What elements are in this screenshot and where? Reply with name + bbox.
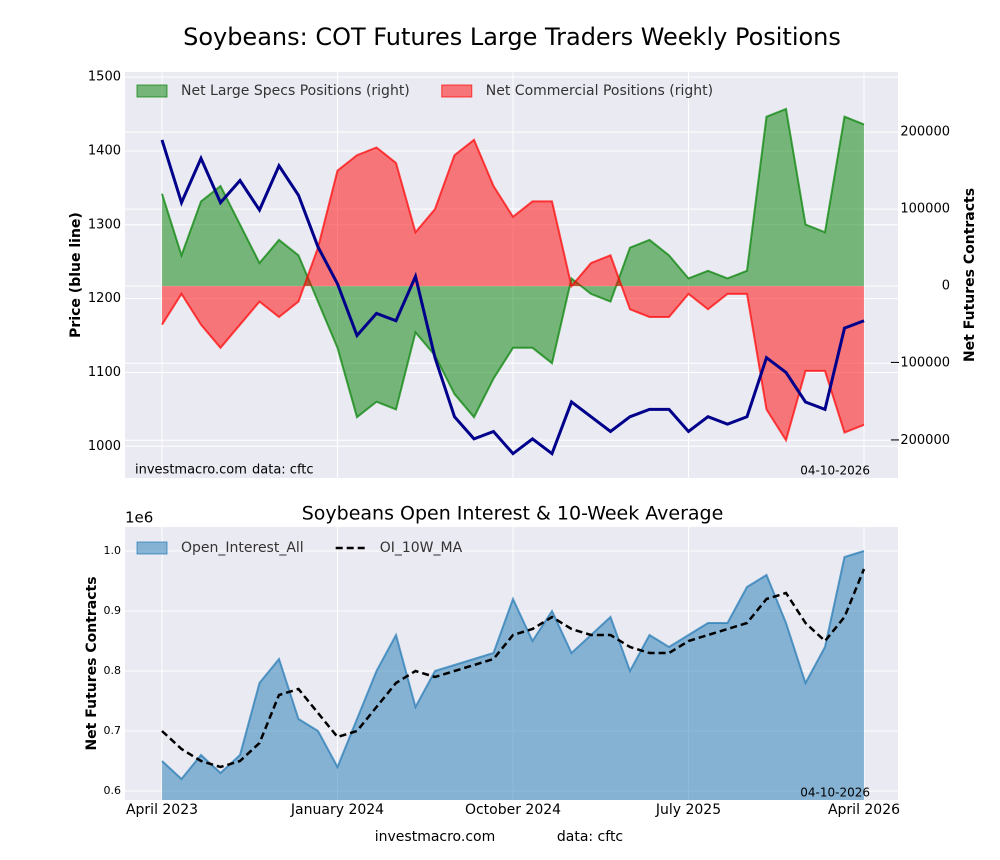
area-edge [161, 550, 865, 781]
y-tick-label: 1.0 [104, 544, 122, 557]
x-tick-label: January 2024 [290, 802, 384, 818]
footer-site: investmacro.com [375, 829, 495, 845]
y-tick-label: 0.9 [104, 604, 122, 617]
figure-title: Soybeans: COT Futures Large Traders Week… [183, 23, 841, 51]
line [160, 139, 865, 457]
y-tick-label: 1100 [88, 365, 121, 380]
y-tick-label: 1200 [88, 291, 121, 306]
y-tick-label: 0.8 [104, 664, 122, 677]
footer-source: data: cftc [557, 829, 623, 845]
legend-swatch [136, 84, 168, 98]
area-edge [161, 138, 865, 443]
y-axis-label: Net Futures Contracts [84, 576, 100, 750]
note-date: 04-10-2026 [800, 786, 870, 800]
legend-swatch [441, 84, 473, 98]
y2-tick-label: −100000 [889, 356, 950, 371]
y2-tick-label: 0 [942, 279, 950, 294]
note-site: investmacro.com [135, 463, 247, 478]
y-tick-label: 1400 [88, 143, 121, 158]
legend-label: Net Large Specs Positions (right) [181, 83, 410, 99]
y2-tick-label: 100000 [900, 202, 950, 217]
x-tick-label: April 2026 [828, 802, 900, 818]
legend-label: Net Commercial Positions (right) [486, 83, 713, 99]
chart-title: Soybeans Open Interest & 10-Week Average [302, 503, 724, 525]
note-source: data: cftc [252, 463, 314, 478]
x-tick-label: April 2023 [126, 802, 198, 818]
y-axis-label: Price (blue line) [68, 212, 84, 338]
y2-axis-label: Net Futures Contracts [962, 188, 978, 362]
legend-swatch [136, 541, 168, 555]
y-tick-label: 1300 [88, 217, 121, 232]
line [161, 568, 866, 769]
y2-tick-label: −200000 [889, 433, 950, 448]
area [162, 108, 864, 418]
y-tick-label: 1000 [88, 439, 121, 454]
y-offset-label: 1e6 [125, 509, 153, 527]
legend-label: OI_10W_MA [380, 540, 463, 556]
y-tick-label: 0.6 [104, 784, 122, 797]
y-tick-label: 0.7 [104, 724, 122, 737]
x-tick-label: October 2024 [465, 802, 561, 818]
y-tick-label: 1500 [88, 70, 121, 85]
area [162, 139, 864, 441]
area [162, 551, 864, 800]
legend-label: Open_Interest_All [181, 540, 304, 556]
note-date: 04-10-2026 [800, 464, 870, 478]
x-tick-label: July 2025 [655, 802, 721, 818]
y2-tick-label: 200000 [900, 125, 950, 140]
area-edge [161, 107, 865, 419]
